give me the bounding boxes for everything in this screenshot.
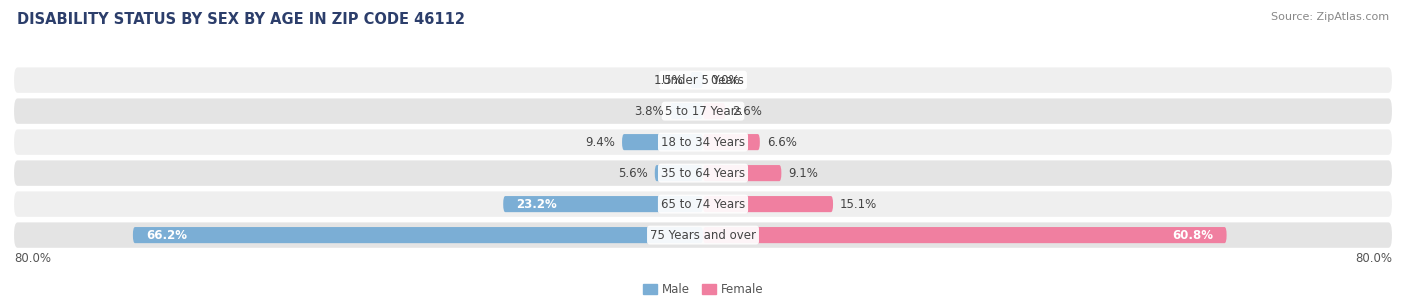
Text: 18 to 34 Years: 18 to 34 Years — [661, 136, 745, 149]
Legend: Male, Female: Male, Female — [638, 278, 768, 301]
FancyBboxPatch shape — [703, 227, 1226, 243]
FancyBboxPatch shape — [703, 165, 782, 181]
Text: 65 to 74 Years: 65 to 74 Years — [661, 198, 745, 211]
Text: 66.2%: 66.2% — [146, 229, 187, 242]
Text: 5.6%: 5.6% — [619, 167, 648, 180]
FancyBboxPatch shape — [14, 161, 1392, 186]
FancyBboxPatch shape — [703, 196, 832, 212]
Text: 5 to 17 Years: 5 to 17 Years — [665, 105, 741, 118]
FancyBboxPatch shape — [671, 103, 703, 119]
FancyBboxPatch shape — [690, 72, 703, 88]
Text: 9.1%: 9.1% — [789, 167, 818, 180]
Text: 75 Years and over: 75 Years and over — [650, 229, 756, 242]
Text: 1.5%: 1.5% — [654, 74, 683, 87]
Text: 9.4%: 9.4% — [585, 136, 616, 149]
Text: 2.6%: 2.6% — [733, 105, 762, 118]
FancyBboxPatch shape — [14, 130, 1392, 155]
FancyBboxPatch shape — [14, 67, 1392, 93]
FancyBboxPatch shape — [703, 134, 759, 150]
Text: 0.0%: 0.0% — [710, 74, 740, 87]
Text: 80.0%: 80.0% — [14, 252, 51, 265]
Text: 6.6%: 6.6% — [766, 136, 797, 149]
FancyBboxPatch shape — [14, 192, 1392, 217]
FancyBboxPatch shape — [14, 98, 1392, 124]
Text: DISABILITY STATUS BY SEX BY AGE IN ZIP CODE 46112: DISABILITY STATUS BY SEX BY AGE IN ZIP C… — [17, 12, 465, 27]
Text: 80.0%: 80.0% — [1355, 252, 1392, 265]
Text: 15.1%: 15.1% — [839, 198, 877, 211]
FancyBboxPatch shape — [655, 165, 703, 181]
Text: 35 to 64 Years: 35 to 64 Years — [661, 167, 745, 180]
Text: Under 5 Years: Under 5 Years — [662, 74, 744, 87]
FancyBboxPatch shape — [134, 227, 703, 243]
Text: 23.2%: 23.2% — [516, 198, 557, 211]
FancyBboxPatch shape — [703, 103, 725, 119]
FancyBboxPatch shape — [621, 134, 703, 150]
FancyBboxPatch shape — [14, 223, 1392, 248]
Text: 60.8%: 60.8% — [1173, 229, 1213, 242]
Text: 3.8%: 3.8% — [634, 105, 664, 118]
FancyBboxPatch shape — [503, 196, 703, 212]
Text: Source: ZipAtlas.com: Source: ZipAtlas.com — [1271, 12, 1389, 22]
